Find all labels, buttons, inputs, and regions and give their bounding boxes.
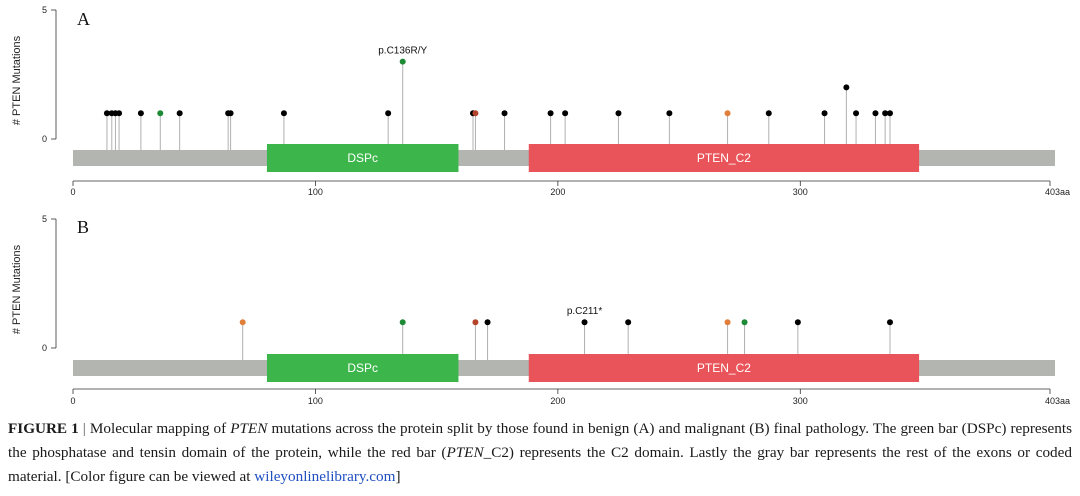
pten-lollipop-figure: 5 0 # PTEN Mutations A DSPc PTEN_C2 p.C136R/Y 0… xyxy=(11,5,1070,406)
caption-domain-suffix: _C2) represents the C2 domain. Lastly th… xyxy=(8,444,1072,485)
panel-letter: B xyxy=(77,217,89,237)
y-axis-title: # PTEN Mutations xyxy=(11,35,23,125)
x-tick-label: 403aa xyxy=(1045,187,1070,197)
mutation-point xyxy=(399,58,406,65)
mutation-point xyxy=(843,84,850,91)
caption-label: FIGURE 1 xyxy=(8,420,79,437)
domain-bar xyxy=(266,144,459,172)
mutation-point xyxy=(280,110,287,117)
mutation-point xyxy=(724,110,731,117)
mutation-annotation: p.C211* xyxy=(567,306,603,317)
mutation-point xyxy=(581,319,588,326)
mutation-point xyxy=(724,319,731,326)
y-tick-label: 0 xyxy=(42,343,47,353)
mutation-point xyxy=(399,319,406,326)
mutation-point xyxy=(484,319,491,326)
y-tick-label: 0 xyxy=(42,134,47,144)
mutation-point xyxy=(821,110,828,117)
mutation-point xyxy=(385,110,392,117)
mutation-point xyxy=(625,319,632,326)
mutation-point xyxy=(853,110,860,117)
mutation-point xyxy=(615,110,622,117)
mutation-point xyxy=(176,110,183,117)
caption-text-2: mutations across the protein split by th… xyxy=(8,420,1073,461)
mutation-point xyxy=(137,110,144,117)
mutation-point xyxy=(501,110,508,117)
mutation-point xyxy=(794,319,801,326)
domain-bar xyxy=(528,354,920,382)
domain-label: DSPc xyxy=(347,361,378,375)
mutation-point xyxy=(765,110,772,117)
mutation-point xyxy=(886,319,893,326)
panel-b: 5 0 # PTEN Mutations B DSPc PTEN_C2 p.C211* 0 10… xyxy=(11,214,1070,406)
panel-letter: A xyxy=(77,9,90,29)
caption-domain-gene: PTEN xyxy=(446,444,484,461)
caption-link[interactable]: wileyonlinelibrary.com xyxy=(254,468,396,485)
x-tick-label: 300 xyxy=(793,396,808,406)
mutation-point xyxy=(882,110,889,117)
x-tick-label: 300 xyxy=(793,187,808,197)
mutation-point xyxy=(157,110,164,117)
mutation-point xyxy=(872,110,879,117)
x-tick-label: 200 xyxy=(550,396,565,406)
mutation-annotation: p.C136R/Y xyxy=(378,46,427,57)
mutation-point xyxy=(666,110,673,117)
caption-text-end: ] xyxy=(395,468,401,485)
mutation-point xyxy=(472,319,479,326)
domain-label: PTEN_C2 xyxy=(697,361,751,375)
y-tick-label: 5 xyxy=(42,214,47,224)
domain-label: DSPc xyxy=(347,151,378,165)
figure-caption: FIGURE 1 | Molecular mapping of PTEN mut… xyxy=(8,417,1072,489)
mutation-point xyxy=(472,110,479,117)
mutation-point xyxy=(562,110,569,117)
mutation-point xyxy=(239,319,246,326)
x-tick-label: 200 xyxy=(550,187,565,197)
panel-a: 5 0 # PTEN Mutations A DSPc PTEN_C2 p.C136R/Y 0… xyxy=(11,5,1070,197)
caption-gene: PTEN xyxy=(230,420,268,437)
mutation-point xyxy=(547,110,554,117)
caption-text-1: Molecular mapping of xyxy=(89,420,231,437)
y-axis-title: # PTEN Mutations xyxy=(11,244,23,334)
mutation-point xyxy=(886,110,893,117)
mutation-point xyxy=(741,319,748,326)
x-tick-label: 0 xyxy=(70,187,75,197)
x-tick-label: 100 xyxy=(308,187,323,197)
x-tick-label: 403aa xyxy=(1045,396,1070,406)
domain-bar xyxy=(266,354,459,382)
x-tick-label: 100 xyxy=(308,396,323,406)
mutation-point xyxy=(116,110,123,117)
y-tick-label: 5 xyxy=(42,5,47,15)
mutation-point xyxy=(227,110,234,117)
x-tick-label: 0 xyxy=(70,396,75,406)
mutation-point xyxy=(103,110,110,117)
domain-label: PTEN_C2 xyxy=(697,151,751,165)
domain-bar xyxy=(528,144,920,172)
caption-separator: | xyxy=(82,420,86,437)
